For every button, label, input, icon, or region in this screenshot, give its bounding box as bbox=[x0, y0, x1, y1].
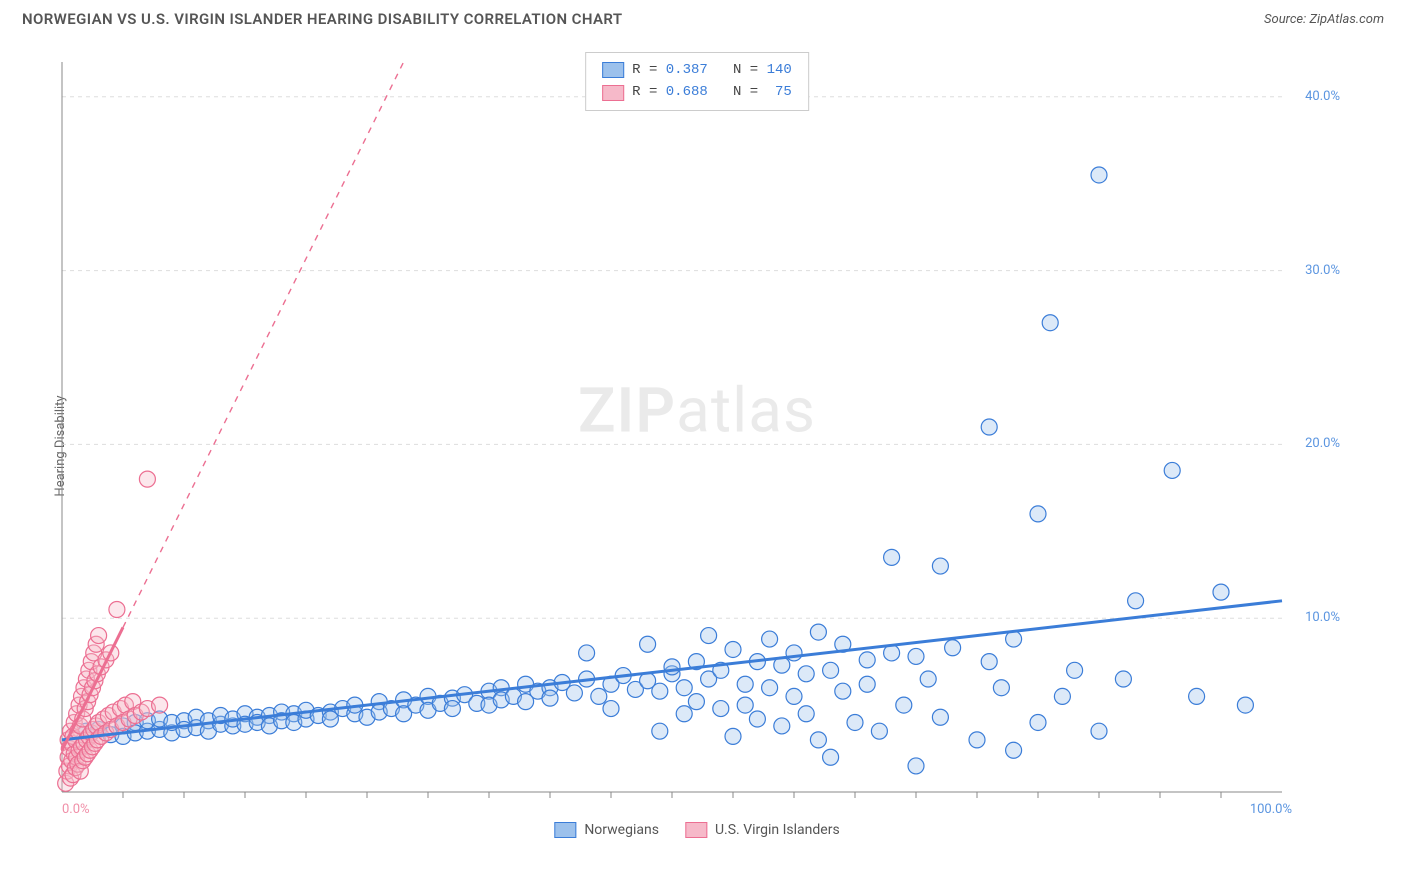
chart-area: ZIPatlas R = 0.387 N = 140 R = 0.688 N =… bbox=[52, 52, 1342, 832]
series-label-norwegians: Norwegians bbox=[584, 822, 659, 838]
legend-swatch-norwegians bbox=[602, 62, 624, 78]
y-tick-label: 40.0% bbox=[1305, 89, 1340, 104]
series-legend-norwegians: Norwegians bbox=[554, 822, 659, 838]
y-tick-label: 20.0% bbox=[1305, 436, 1340, 451]
series-legend: Norwegians U.S. Virgin Islanders bbox=[554, 822, 839, 838]
chart-title: NORWEGIAN VS U.S. VIRGIN ISLANDER HEARIN… bbox=[22, 10, 622, 28]
legend-text-norwegians: R = 0.387 N = 140 bbox=[632, 59, 792, 81]
legend-row-norwegians: R = 0.387 N = 140 bbox=[602, 59, 792, 81]
legend-text-usvi: R = 0.688 N = 75 bbox=[632, 81, 792, 103]
x-tick-label: 100.0% bbox=[1250, 802, 1292, 817]
chart-header: NORWEGIAN VS U.S. VIRGIN ISLANDER HEARIN… bbox=[0, 0, 1406, 34]
legend-swatch-usvi bbox=[602, 85, 624, 101]
correlation-legend: R = 0.387 N = 140 R = 0.688 N = 75 bbox=[585, 52, 809, 111]
legend-row-usvi: R = 0.688 N = 75 bbox=[602, 81, 792, 103]
x-tick-label: 0.0% bbox=[62, 802, 90, 817]
series-swatch-norwegians bbox=[554, 822, 576, 838]
y-tick-label: 10.0% bbox=[1305, 610, 1340, 625]
scatter-plot bbox=[52, 52, 1342, 832]
series-swatch-usvi bbox=[685, 822, 707, 838]
source-name: ZipAtlas.com bbox=[1309, 12, 1384, 27]
series-label-usvi: U.S. Virgin Islanders bbox=[715, 822, 840, 838]
source-label: Source: bbox=[1264, 12, 1309, 27]
y-tick-label: 30.0% bbox=[1305, 263, 1340, 278]
series-legend-usvi: U.S. Virgin Islanders bbox=[685, 822, 840, 838]
source-attribution: Source: ZipAtlas.com bbox=[1264, 12, 1384, 27]
